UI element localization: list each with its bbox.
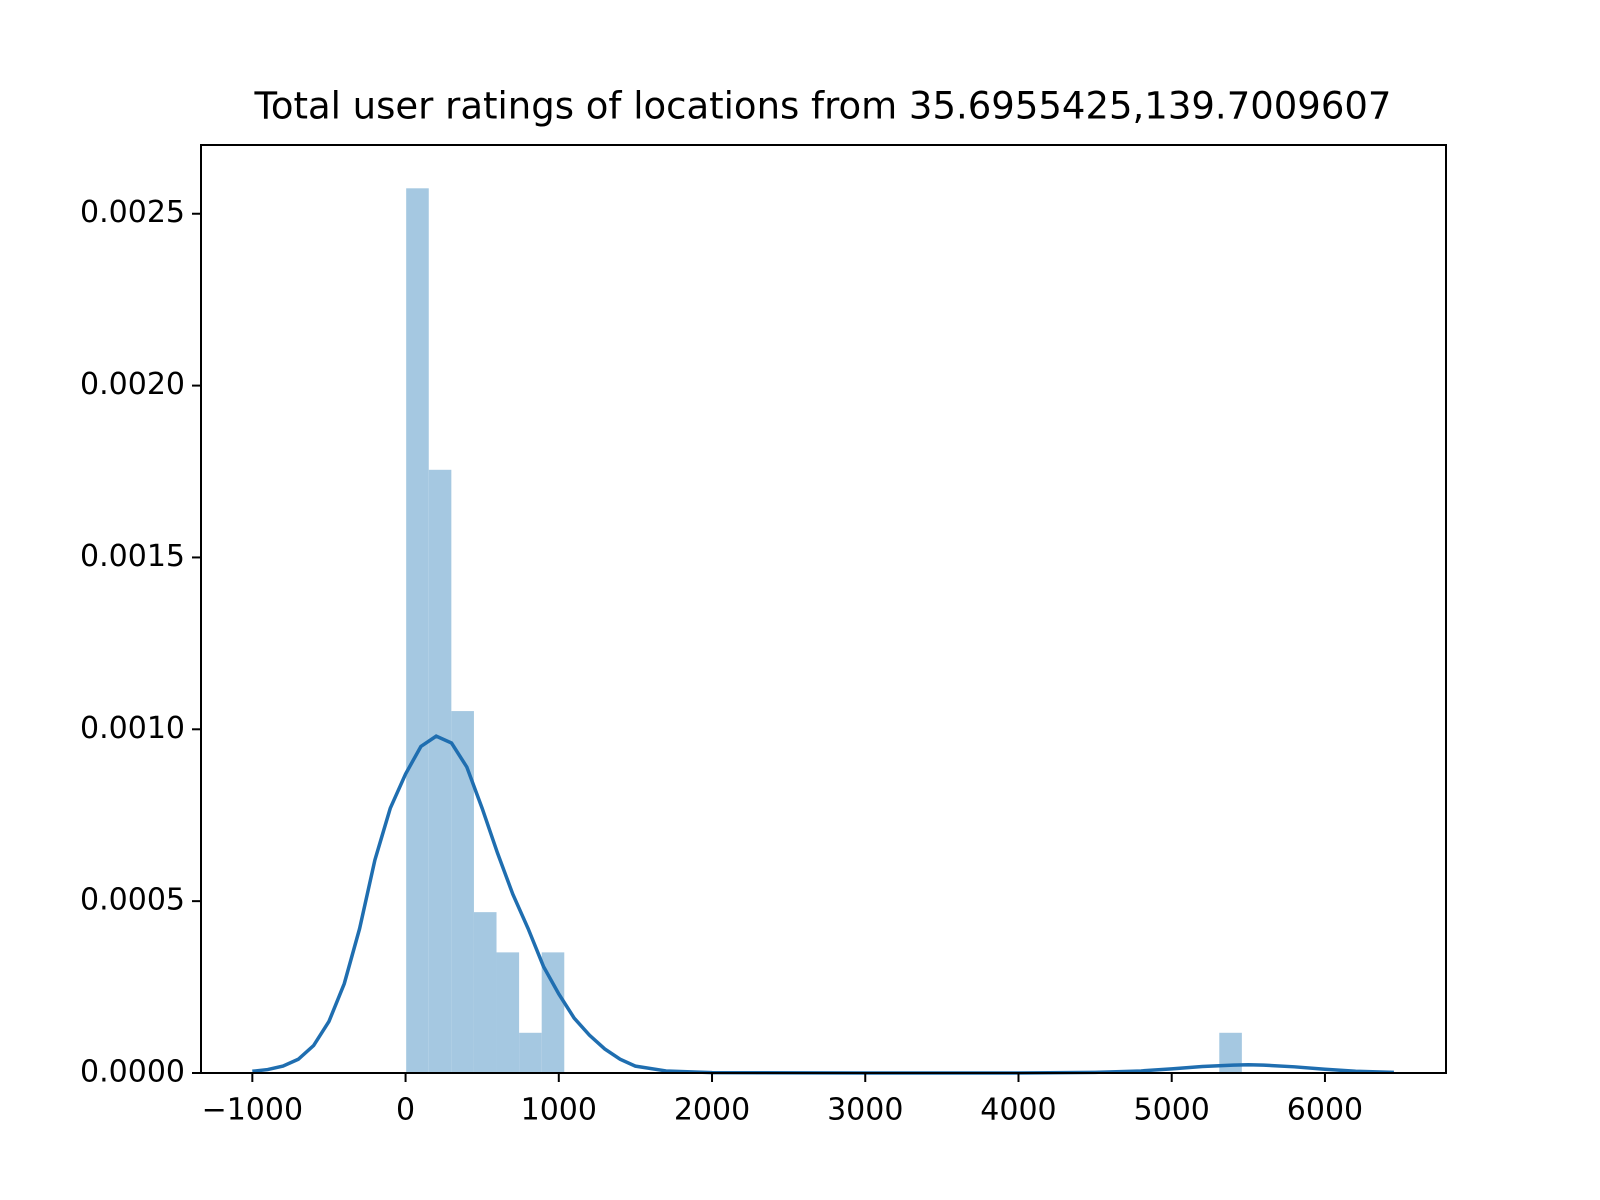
x-tick-label: 6000: [1287, 1093, 1363, 1128]
histogram-bar: [473, 912, 497, 1073]
chart-title: Total user ratings of locations from 35.…: [254, 85, 1392, 128]
y-tick-label: 0.0000: [80, 1055, 185, 1090]
plot-frame: [200, 144, 1447, 1074]
x-tick-label: 3000: [827, 1093, 903, 1128]
kde-line: [252, 734, 1394, 1075]
histogram-bar: [496, 952, 520, 1073]
x-tick-label: 1000: [521, 1093, 597, 1128]
y-tick-label: 0.0015: [80, 539, 185, 574]
histogram-bar: [406, 188, 429, 1074]
x-tick-label: 4000: [980, 1093, 1056, 1128]
histogram-bar: [1219, 1032, 1242, 1073]
histogram-bar: [541, 952, 565, 1073]
y-tick-label: 0.0005: [80, 883, 185, 918]
x-tick-label: −1000: [202, 1093, 303, 1128]
y-tick-label: 0.0020: [80, 367, 185, 402]
x-tick-label: 0: [396, 1093, 415, 1128]
histogram-bar: [451, 711, 474, 1073]
histogram-bar: [428, 469, 452, 1073]
y-tick-label: 0.0010: [80, 711, 185, 746]
x-tick-label: 5000: [1134, 1093, 1210, 1128]
x-tick-label: 2000: [674, 1093, 750, 1128]
histogram-bar: [519, 1032, 542, 1073]
y-tick-label: 0.0025: [80, 195, 185, 230]
